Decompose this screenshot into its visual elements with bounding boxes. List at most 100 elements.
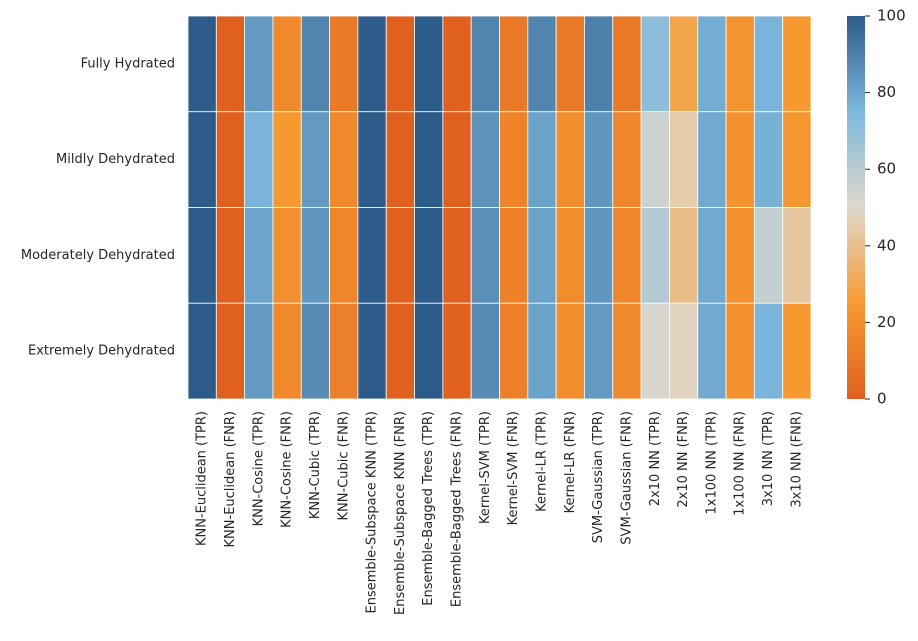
heatmap-cell (414, 15, 444, 113)
column-label: Ensemble-Bagged Trees (TPR) (421, 411, 436, 606)
heatmap-cell (669, 15, 699, 113)
heatmap-cell (329, 15, 359, 113)
heatmap-cell (555, 207, 585, 304)
heatmap-cell (782, 302, 812, 400)
heatmap-cell (187, 302, 217, 400)
heatmap-cell (442, 302, 472, 400)
heatmap-cell (499, 207, 529, 304)
heatmap-cell (612, 207, 642, 304)
heatmap-cell (584, 15, 614, 113)
heatmap-cell (329, 302, 359, 400)
heatmap-cell (414, 207, 444, 304)
column-label: KNN-Euclidean (FNR) (223, 411, 238, 547)
column-label: Ensemble-Subspace KNN (TPR) (365, 411, 380, 614)
heatmap-cell (470, 15, 500, 113)
heatmap-cell (272, 207, 302, 304)
column-label: SVM-Gaussian (TPR) (591, 411, 606, 543)
heatmap-cell (414, 302, 444, 400)
heatmap-cell (640, 111, 670, 208)
heatmap-cell (215, 15, 246, 113)
heatmap-cell (669, 207, 699, 304)
heatmap-cell (753, 302, 784, 400)
column-label: Kernel-LR (FNR) (563, 411, 578, 513)
row-label: Moderately Dehydrated (21, 248, 175, 263)
column-label: Kernel-SVM (TPR) (478, 411, 493, 524)
heatmap-cell (697, 207, 727, 304)
heatmap-cell (385, 302, 415, 400)
heatmap-cell (300, 111, 330, 208)
heatmap-cell (357, 302, 387, 400)
column-label: KNN-Cosine (FNR) (280, 411, 295, 528)
colorbar-gradient (847, 16, 865, 399)
heatmap-cell (499, 302, 529, 400)
heatmap-cell (697, 302, 727, 400)
column-label: SVM-Gaussian (FNR) (619, 411, 634, 545)
row-label: Fully Hydrated (81, 56, 175, 71)
heatmap-cell (300, 302, 330, 400)
heatmap-cell (215, 302, 246, 400)
heatmap-cell (300, 207, 330, 304)
heatmap-cell (272, 15, 302, 113)
heatmap-cell (640, 15, 670, 113)
colorbar-tick-label: 60 (877, 160, 896, 178)
colorbar-tick-label: 80 (877, 83, 896, 101)
column-label: Ensemble-Subspace KNN (FNR) (393, 411, 408, 615)
heatmap-cell (385, 15, 415, 113)
column-label: KNN-Euclidean (TPR) (195, 411, 210, 546)
heatmap-cell (697, 111, 727, 208)
column-label: Kernel-SVM (FNR) (506, 411, 521, 525)
heatmap-cell (555, 15, 585, 113)
heatmap-cell (584, 207, 614, 304)
heatmap-cell (414, 111, 444, 208)
row-label: Mildly Dehydrated (56, 152, 175, 167)
heatmap-cell (499, 15, 529, 113)
heatmap-cell (527, 302, 557, 400)
colorbar: 0 20 40 60 80 100 (847, 7, 906, 408)
column-label: 3x10 NN (TPR) (761, 411, 776, 506)
heatmap-cell (753, 111, 784, 208)
column-labels: KNN-Euclidean (TPR) KNN-Euclidean (FNR) KN… (195, 411, 805, 615)
column-label: KNN-Cubic (TPR) (308, 411, 323, 519)
heatmap-cell (357, 15, 387, 113)
heatmap-cell (782, 111, 812, 208)
column-label: 2x10 NN (FNR) (676, 411, 691, 508)
column-label: KNN-Cubic (FNR) (336, 411, 351, 521)
column-label: 1x100 NN (TPR) (704, 411, 719, 514)
heatmap-cell (357, 111, 387, 208)
heatmap-cell (555, 302, 585, 400)
colorbar-tick-label: 0 (877, 390, 887, 408)
heatmap-cell (753, 15, 784, 113)
heatmap-cell (782, 15, 812, 113)
heatmap-cell (357, 207, 387, 304)
heatmap-cell (187, 15, 217, 113)
row-labels: Fully Hydrated Mildly Dehydrated Moderatel… (21, 56, 175, 358)
heatmap-cell (244, 111, 274, 208)
heatmap-cell (244, 207, 274, 304)
heatmap-cell (187, 207, 217, 304)
heatmap-cell (725, 15, 755, 113)
column-label: Ensemble-Bagged Trees (FNR) (450, 411, 465, 607)
heatmap-cell (669, 302, 699, 400)
heatmap-cell (272, 111, 302, 208)
heatmap-cell (669, 111, 699, 208)
heatmap-cell (385, 111, 415, 208)
heatmap-cell (527, 15, 557, 113)
heatmap-cell (584, 111, 614, 208)
heatmap-cell (442, 15, 472, 113)
heatmap-cell (187, 111, 217, 208)
heatmap-cell (725, 302, 755, 400)
heatmap-cell (527, 207, 557, 304)
column-label: 3x10 NN (FNR) (789, 411, 804, 508)
heatmap-cell (215, 207, 246, 304)
heatmap-cell (300, 15, 330, 113)
heatmap-cell (725, 207, 755, 304)
heatmap-cell (499, 111, 529, 208)
heatmap-cell (442, 207, 472, 304)
heatmap-cell (555, 111, 585, 208)
column-label: Kernel-LR (TPR) (534, 411, 549, 512)
colorbar-tick-label: 20 (877, 313, 896, 331)
column-label: 1x100 NN (FNR) (733, 411, 748, 516)
heatmap-cell (612, 302, 642, 400)
column-label: 2x10 NN (TPR) (648, 411, 663, 506)
